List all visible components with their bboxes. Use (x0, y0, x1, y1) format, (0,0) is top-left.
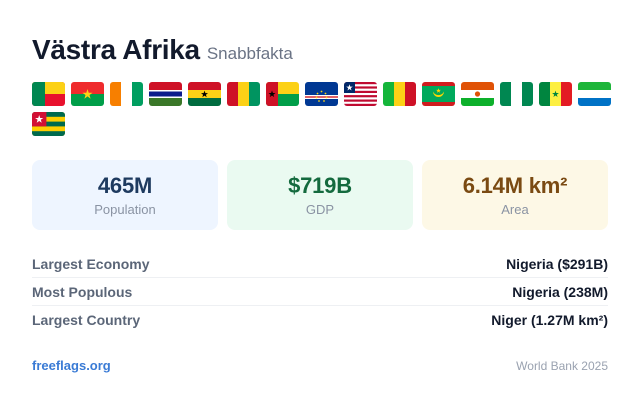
fact-key: Largest Country (32, 312, 141, 328)
stat-value: 6.14M km² (462, 173, 568, 198)
fact-row: Largest Economy Nigeria ($291B) (32, 250, 608, 278)
fact-row: Most Populous Nigeria (238M) (32, 278, 608, 306)
stat-value: $719B (288, 173, 352, 198)
fact-value: Nigeria (238M) (512, 283, 608, 300)
flag-guinea-bissau-icon (266, 82, 299, 106)
flag-row (32, 82, 612, 136)
fact-value: Niger (1.27M km²) (491, 312, 608, 328)
page-title: Västra Afrika (32, 34, 200, 65)
fact-row: Largest Country Niger (1.27M km²) (32, 306, 608, 334)
stat-value: 465M (97, 173, 153, 198)
flag-niger-icon (461, 82, 494, 106)
flag-senegal-icon (539, 82, 572, 106)
flag-liberia-icon (344, 82, 377, 106)
stat-label: Population (94, 202, 156, 217)
stat-card-gdp: $719B GDP (227, 160, 413, 230)
stat-card-population: 465M Population (32, 160, 218, 230)
flag-togo-icon (32, 112, 65, 136)
page-subtitle: Snabbfakta (206, 44, 293, 63)
flag-guinea-icon (227, 82, 260, 106)
source-note: World Bank 2025 (516, 359, 608, 373)
header: Västra Afrika Snabbfakta (32, 34, 293, 66)
flag-benin-icon (32, 82, 65, 106)
fact-value: Nigeria ($291B) (506, 255, 608, 272)
stat-label: Area (501, 202, 529, 217)
flag-cape-verde-icon (305, 82, 338, 106)
fact-key: Largest Economy (32, 255, 150, 272)
fact-key: Most Populous (32, 283, 133, 300)
flag-nigeria-icon (500, 82, 533, 106)
flag-burkina-faso-icon (71, 82, 104, 106)
facts-table: Largest Economy Nigeria ($291B) Most Pop… (32, 250, 608, 334)
flag-mali-icon (383, 82, 416, 106)
stat-label: GDP (305, 202, 335, 217)
flag-gambia-icon (149, 82, 182, 106)
stat-card-area: 6.14M km² Area (422, 160, 608, 230)
flag-cote-divoire-icon (110, 82, 143, 106)
flag-sierra-leone-icon (578, 82, 611, 106)
freeflags-link[interactable]: freeflags.org (32, 358, 111, 373)
flag-mauritania-icon (422, 82, 455, 106)
flag-ghana-icon (188, 82, 221, 106)
stats-row: 465M Population $719B GDP 6.14M km² Area (32, 160, 608, 230)
